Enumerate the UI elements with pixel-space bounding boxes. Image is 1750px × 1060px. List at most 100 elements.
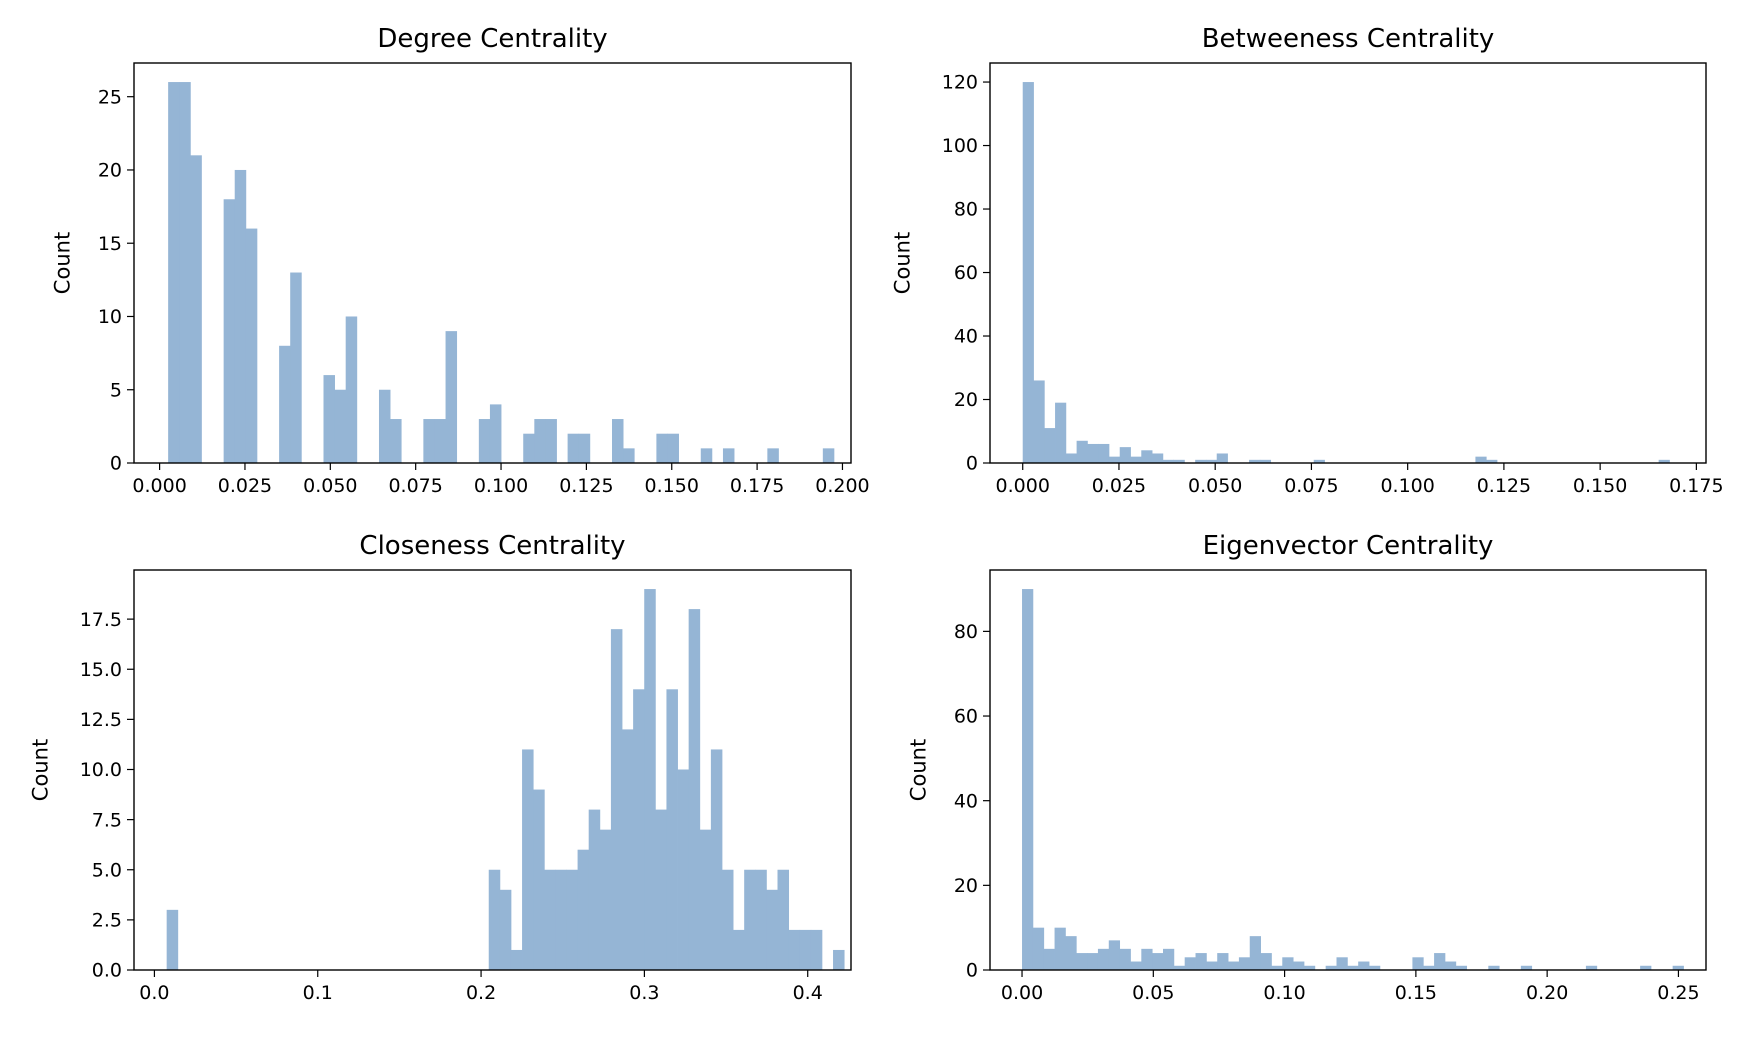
degree-bar bbox=[767, 448, 779, 463]
degree-bar bbox=[245, 228, 258, 463]
closeness-xtick-label: 0.1 bbox=[303, 982, 333, 1004]
betweeness-bar bbox=[1259, 459, 1272, 463]
degree-bar bbox=[378, 389, 391, 463]
degree-bar bbox=[478, 419, 491, 463]
closeness-bar bbox=[533, 789, 545, 970]
degree-ytick-label: 0 bbox=[110, 453, 122, 475]
closeness-bar bbox=[599, 829, 612, 970]
closeness-bar bbox=[710, 749, 723, 970]
degree-bar bbox=[323, 375, 335, 463]
degree-bar bbox=[434, 419, 446, 463]
eigenvector-bar bbox=[1130, 961, 1142, 970]
degree-ytick-label: 5 bbox=[110, 379, 122, 401]
degree-bar bbox=[623, 448, 635, 463]
degree-bar bbox=[567, 433, 580, 463]
betweeness-bar bbox=[1130, 456, 1142, 463]
betweeness-xtick-label: 0.150 bbox=[1573, 475, 1627, 497]
closeness-bar bbox=[777, 869, 790, 970]
degree-ytick-label: 25 bbox=[98, 86, 122, 108]
closeness-xtick-label: 0.2 bbox=[466, 982, 496, 1004]
eigenvector-xtick-label: 0.10 bbox=[1263, 982, 1305, 1004]
closeness-bar bbox=[577, 849, 590, 970]
betweeness-xtick-label: 0.075 bbox=[1284, 475, 1338, 497]
eigenvector-bar bbox=[1444, 961, 1457, 970]
closeness-bar bbox=[622, 729, 634, 970]
betweeness-bar bbox=[1249, 459, 1261, 463]
eigenvector-bars bbox=[1022, 589, 1684, 970]
degree-bar bbox=[179, 82, 191, 464]
degree-xtick-label: 0.200 bbox=[815, 475, 869, 497]
betweeness-bar bbox=[1313, 459, 1325, 463]
closeness-ytick-label: 2.5 bbox=[92, 910, 122, 932]
betweeness-bar bbox=[1205, 459, 1218, 463]
degree-bar bbox=[168, 82, 180, 464]
eigenvector-bar bbox=[1032, 927, 1045, 970]
eigenvector-bar bbox=[1585, 965, 1598, 970]
eigenvector-bar bbox=[1108, 940, 1121, 970]
closeness-ytick-label: 5.0 bbox=[92, 859, 122, 881]
degree-xtick-label: 0.150 bbox=[645, 475, 699, 497]
betweeness-bar bbox=[1195, 459, 1207, 463]
eigenvector-bar bbox=[1358, 961, 1370, 970]
degree-bar bbox=[234, 169, 247, 463]
eigenvector-bar bbox=[1325, 965, 1337, 970]
betweeness-bar bbox=[1475, 456, 1487, 463]
betweeness-bar bbox=[1658, 459, 1670, 463]
panel-closeness-centrality: Closeness Centrality Count 0.0 0.1 0.2 0.3 0… bbox=[28, 531, 852, 1004]
eigenvector-xtick-label: 0.05 bbox=[1132, 982, 1174, 1004]
closeness-bar bbox=[166, 909, 179, 970]
degree-bar bbox=[279, 345, 291, 463]
degree-ytick-label: 10 bbox=[98, 306, 122, 328]
degree-xtick-label: 0.175 bbox=[730, 475, 784, 497]
eigenvector-xtick-label: 0.15 bbox=[1395, 982, 1437, 1004]
degree-bar bbox=[667, 433, 679, 463]
eigenvector-bar bbox=[1303, 965, 1316, 970]
eigenvector-bar bbox=[1184, 957, 1196, 970]
degree-title: Degree Centrality bbox=[377, 24, 607, 54]
eigenvector-xtick-label: 0.20 bbox=[1526, 982, 1568, 1004]
closeness-bar bbox=[522, 749, 534, 970]
betweeness-title: Betweeness Centrality bbox=[1202, 24, 1495, 54]
eigenvector-bar bbox=[1640, 965, 1652, 970]
degree-ylabel: Count bbox=[50, 232, 74, 294]
closeness-ytick-label: 0.0 bbox=[92, 960, 122, 982]
closeness-bar bbox=[699, 829, 712, 970]
closeness-bar bbox=[733, 929, 745, 970]
closeness-xtick-label: 0.4 bbox=[793, 982, 823, 1004]
closeness-ytick-label: 12.5 bbox=[80, 709, 122, 731]
eigenvector-bar bbox=[1238, 957, 1251, 970]
degree-bar bbox=[700, 448, 713, 463]
closeness-bar bbox=[744, 869, 756, 970]
degree-bars bbox=[168, 82, 835, 464]
betweeness-xtick-label: 0.175 bbox=[1669, 475, 1723, 497]
betweeness-bar bbox=[1076, 440, 1088, 463]
degree-xtick-label: 0.025 bbox=[218, 475, 272, 497]
eigenvector-ylabel: Count bbox=[906, 739, 930, 801]
betweeness-bar bbox=[1087, 443, 1099, 463]
betweeness-ytick-label: 20 bbox=[954, 389, 978, 411]
betweeness-bar bbox=[1141, 450, 1153, 463]
closeness-bar bbox=[810, 929, 823, 970]
betweeness-bar bbox=[1216, 453, 1228, 463]
degree-bar bbox=[290, 272, 302, 463]
degree-bar bbox=[190, 155, 202, 463]
betweeness-xtick-label: 0.050 bbox=[1188, 475, 1242, 497]
betweeness-bar bbox=[1098, 443, 1110, 463]
eigenvector-bar bbox=[1336, 957, 1348, 970]
eigenvector-bar bbox=[1271, 965, 1283, 970]
betweeness-bar bbox=[1022, 82, 1034, 464]
eigenvector-bar bbox=[1152, 953, 1164, 970]
betweeness-bar bbox=[1119, 447, 1131, 463]
degree-bar bbox=[656, 433, 668, 463]
degree-bar bbox=[345, 316, 358, 463]
closeness-bar bbox=[555, 869, 567, 970]
degree-bar bbox=[223, 199, 236, 463]
eigenvector-bar bbox=[1293, 961, 1305, 970]
degree-bar bbox=[390, 419, 402, 463]
eigenvector-xtick-label: 0.25 bbox=[1657, 982, 1699, 1004]
closeness-bar bbox=[510, 949, 523, 970]
eigenvector-axes-frame bbox=[989, 569, 1707, 971]
degree-bar bbox=[578, 433, 591, 463]
betweeness-bar bbox=[1486, 459, 1498, 463]
